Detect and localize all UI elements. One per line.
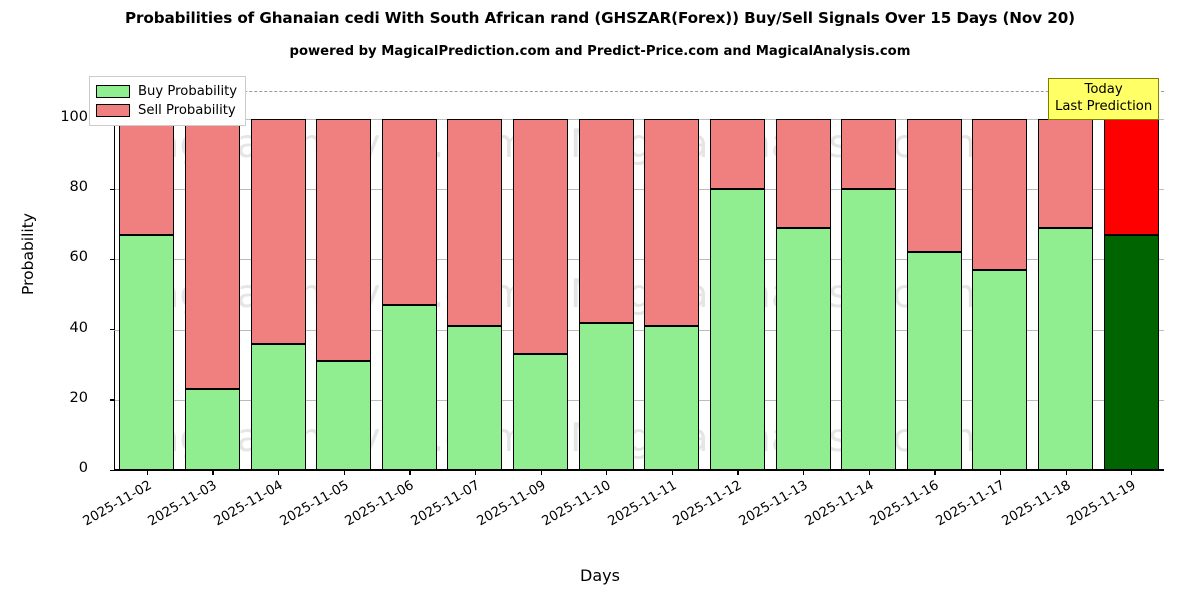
bar-group[interactable]	[841, 77, 897, 470]
bar-group[interactable]	[184, 77, 240, 470]
y-tick-label: 40	[69, 319, 88, 336]
bar-group[interactable]	[709, 77, 765, 470]
bar-group[interactable]	[316, 77, 372, 470]
x-tick-mark	[737, 470, 739, 475]
chart-legend: Buy Probability Sell Probability	[89, 76, 247, 126]
bar-segment-sell[interactable]	[250, 119, 306, 344]
legend-item-buy: Buy Probability	[96, 82, 237, 101]
bar-segment-sell[interactable]	[447, 119, 503, 327]
today-annotation: Today Last Prediction	[1048, 78, 1160, 120]
x-tick-mark	[212, 470, 214, 475]
bar-group[interactable]	[513, 77, 569, 470]
bar-segment-buy[interactable]	[972, 270, 1028, 470]
y-tick-label: 100	[60, 109, 88, 126]
bar-segment-buy[interactable]	[1103, 234, 1159, 470]
x-tick-mark	[1065, 470, 1067, 475]
page-title: Probabilities of Ghanaian cedi With Sout…	[124, 9, 1076, 27]
bar-segment-sell[interactable]	[841, 119, 897, 190]
bar-group[interactable]	[906, 77, 962, 470]
y-tick-mark	[110, 469, 115, 471]
bar-segment-sell[interactable]	[709, 119, 765, 190]
bar-segment-buy[interactable]	[578, 322, 634, 470]
y-tick-mark	[110, 258, 115, 261]
legend-label-buy: Buy Probability	[138, 84, 238, 99]
bar-segment-buy[interactable]	[775, 227, 831, 470]
bar-segment-sell[interactable]	[316, 119, 372, 362]
x-tick-mark	[540, 470, 542, 475]
chart-subtitle: powered by MagicalPrediction.com and Pre…	[289, 44, 911, 59]
bar-group[interactable]	[775, 77, 831, 470]
reference-line-dashed	[114, 91, 1164, 93]
x-tick-mark	[1131, 470, 1133, 475]
bar-series-container	[114, 77, 1164, 470]
bar-segment-buy[interactable]	[1038, 227, 1094, 470]
today-annotation-line2: Last Prediction	[1055, 99, 1153, 114]
bar-group[interactable]	[250, 77, 306, 470]
gridline-y	[114, 399, 1164, 401]
y-tick-label: 60	[69, 249, 88, 266]
y-tick-mark	[110, 188, 115, 191]
gridline-y	[114, 329, 1164, 331]
bar-segment-sell[interactable]	[578, 119, 634, 323]
bar-segment-buy[interactable]	[184, 389, 240, 470]
x-tick-mark	[999, 470, 1002, 475]
x-tick-mark	[146, 470, 149, 475]
x-tick-mark	[606, 470, 608, 475]
x-axis-spine	[114, 470, 1164, 472]
bar-segment-sell[interactable]	[1038, 119, 1094, 228]
bar-segment-buy[interactable]	[119, 234, 175, 470]
bar-segment-sell[interactable]	[119, 119, 175, 235]
bar-segment-sell[interactable]	[775, 119, 831, 228]
bar-segment-buy[interactable]	[709, 189, 765, 470]
bar-segment-sell[interactable]	[513, 119, 569, 355]
y-tick-label: 20	[69, 389, 88, 406]
x-tick-mark	[671, 470, 674, 475]
bar-segment-sell[interactable]	[1103, 119, 1159, 235]
bar-group[interactable]	[119, 77, 175, 470]
gridline-y	[114, 119, 1164, 121]
bar-segment-buy[interactable]	[381, 305, 437, 470]
x-tick-mark	[343, 470, 345, 475]
bar-segment-buy[interactable]	[906, 252, 962, 470]
x-tick-mark	[278, 470, 280, 475]
x-tick-mark	[934, 470, 936, 475]
legend-item-sell: Sell Probability	[96, 101, 237, 120]
bar-segment-buy[interactable]	[644, 326, 700, 470]
bar-group[interactable]	[644, 77, 700, 470]
bar-group[interactable]	[447, 77, 503, 470]
bar-segment-buy[interactable]	[447, 326, 503, 470]
bar-segment-sell[interactable]	[381, 119, 437, 306]
bar-segment-buy[interactable]	[841, 189, 897, 470]
today-annotation-line1: Today	[1084, 82, 1123, 97]
bar-segment-sell[interactable]	[644, 119, 700, 327]
y-axis-spine	[114, 77, 115, 470]
x-tick-mark	[474, 470, 477, 475]
y-tick-mark	[110, 329, 115, 331]
y-tick-label: 80	[69, 179, 88, 196]
bar-segment-buy[interactable]	[316, 361, 372, 470]
bar-segment-sell[interactable]	[184, 119, 240, 390]
legend-swatch-sell-icon	[96, 104, 130, 117]
bar-group[interactable]	[1103, 77, 1159, 470]
bar-group[interactable]	[1038, 77, 1094, 470]
legend-swatch-buy-icon	[96, 85, 130, 98]
bar-group[interactable]	[381, 77, 437, 470]
bar-segment-buy[interactable]	[513, 354, 569, 470]
bar-segment-sell[interactable]	[972, 119, 1028, 270]
x-tick-mark	[409, 470, 411, 475]
legend-label-sell: Sell Probability	[138, 103, 236, 118]
x-axis-label: Days	[580, 566, 620, 585]
bar-segment-buy[interactable]	[250, 343, 306, 470]
x-tick-mark	[868, 470, 870, 475]
gridline-y	[114, 259, 1164, 261]
bar-group[interactable]	[578, 77, 634, 470]
x-tick-mark	[803, 470, 805, 475]
bar-segment-sell[interactable]	[906, 119, 962, 253]
gridline-y	[114, 189, 1164, 191]
y-tick-mark	[110, 399, 115, 401]
y-tick-label: 0	[78, 460, 88, 476]
bar-group[interactable]	[972, 77, 1028, 470]
